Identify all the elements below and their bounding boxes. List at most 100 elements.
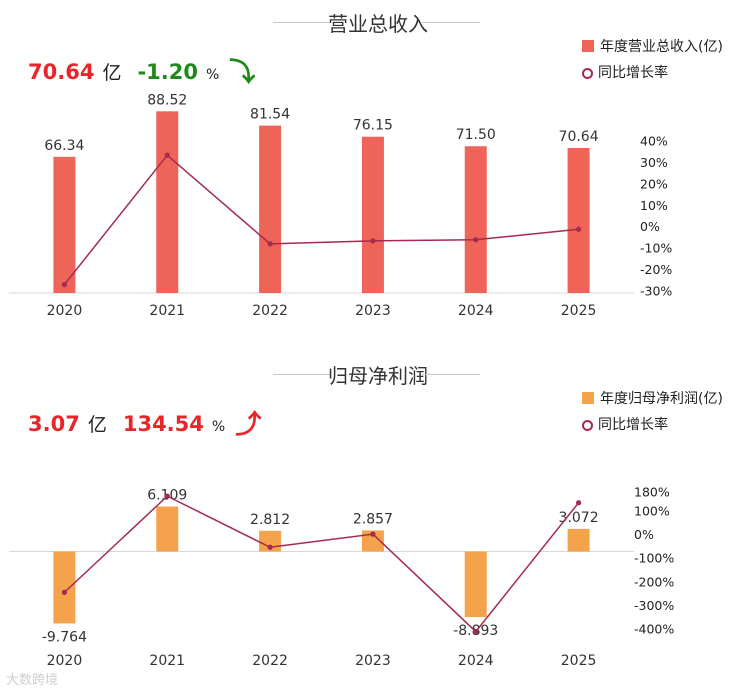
data-label-2023: 76.15 xyxy=(353,118,393,134)
right-tick-6: -20% xyxy=(640,262,672,277)
net-profit-change: 134.54 xyxy=(122,412,204,436)
revenue-summary: 70.64 亿 -1.20% ⤵ xyxy=(28,50,255,88)
bar-swatch-icon xyxy=(582,40,594,52)
growth-point-2021 xyxy=(164,493,170,499)
right-tick-6: -400% xyxy=(634,622,674,637)
right-tick-0: 180% xyxy=(634,485,670,500)
right-tick-1: 30% xyxy=(640,155,668,170)
bar-2025 xyxy=(567,528,590,552)
revenue-legend: 年度营业总收入(亿) 同比增长率 xyxy=(582,36,723,88)
bar-2025 xyxy=(567,148,590,293)
net-profit-summary: 3.07 亿 134.54% ⤴ xyxy=(28,402,261,440)
title-rule-left xyxy=(273,22,331,23)
x-tick-2021: 2021 xyxy=(149,653,185,669)
growth-point-2022 xyxy=(267,544,273,550)
growth-point-2023 xyxy=(370,238,376,244)
growth-point-2024 xyxy=(473,237,479,243)
data-label-2022: 2.812 xyxy=(250,512,290,528)
net-profit-value: 3.07 xyxy=(28,412,80,436)
right-tick-2: 20% xyxy=(640,176,668,191)
right-tick-7: -30% xyxy=(640,284,672,299)
title-rule-right xyxy=(422,374,480,375)
growth-point-2024 xyxy=(473,628,479,635)
x-tick-2021: 2021 xyxy=(149,303,185,319)
right-tick-4: -200% xyxy=(634,574,674,589)
legend-item-net-profit-bar: 年度归母净利润(亿) xyxy=(582,388,723,414)
net-profit-panel: 归母净利润 3.07 亿 134.54% ⤴ 年度归母净利润(亿) 同比增长率 -9.… xyxy=(0,352,756,692)
legend-label: 同比增长率 xyxy=(598,65,668,81)
revenue-change-unit: % xyxy=(205,67,220,83)
right-tick-4: 0% xyxy=(640,219,660,234)
bar-2020 xyxy=(53,551,76,624)
arrow-up-icon: ⤴ xyxy=(235,410,262,440)
growth-point-2021 xyxy=(164,152,170,158)
title-rule-left xyxy=(273,374,331,375)
legend-item-revenue-growth: 同比增长率 xyxy=(582,62,723,88)
title-rule-right xyxy=(422,22,480,23)
data-label-2020: 66.34 xyxy=(44,138,84,154)
bar-2023 xyxy=(361,530,384,552)
growth-line xyxy=(63,495,580,633)
data-label-2023: 2.857 xyxy=(353,511,393,527)
watermark: 大数跨境 xyxy=(6,673,59,688)
data-label-2022: 81.54 xyxy=(250,107,290,123)
bar-2021 xyxy=(156,111,179,293)
bar-2023 xyxy=(361,136,384,293)
legend-label: 年度营业总收入(亿) xyxy=(600,39,723,55)
right-tick-3: 10% xyxy=(640,198,668,213)
bar-2020 xyxy=(53,156,76,293)
x-tick-2023: 2023 xyxy=(355,303,391,319)
revenue-unit: 亿 xyxy=(102,62,122,84)
legend-item-net-profit-growth: 同比增长率 xyxy=(582,414,723,440)
arrow-down-icon: ⤵ xyxy=(229,58,256,88)
net-profit-legend: 年度归母净利润(亿) 同比增长率 xyxy=(582,388,723,440)
data-label-2020: -9.764 xyxy=(42,629,87,645)
x-tick-2025: 2025 xyxy=(561,303,597,319)
data-label-2025: 3.072 xyxy=(559,510,599,526)
revenue-value: 70.64 xyxy=(28,60,95,84)
net-profit-unit: 亿 xyxy=(87,414,107,436)
x-tick-2023: 2023 xyxy=(355,653,391,669)
right-tick-2: 0% xyxy=(634,527,654,542)
circle-marker-icon xyxy=(582,420,593,431)
x-tick-2022: 2022 xyxy=(252,303,288,319)
bar-2021 xyxy=(156,506,179,552)
legend-label: 年度归母净利润(亿) xyxy=(600,391,723,407)
circle-marker-icon xyxy=(582,68,593,79)
x-tick-2020: 2020 xyxy=(47,303,83,319)
x-tick-2024: 2024 xyxy=(458,653,494,669)
growth-point-2025 xyxy=(575,500,582,506)
bar-2022 xyxy=(259,125,282,293)
right-tick-3: -100% xyxy=(634,551,674,566)
data-label-2024: 71.50 xyxy=(456,127,496,143)
data-label-2025: 70.64 xyxy=(559,129,599,145)
right-tick-0: 40% xyxy=(640,134,668,149)
revenue-panel: 营业总收入 70.64 亿 -1.20% ⤵ 年度营业总收入(亿) 同比增长率 66.… xyxy=(0,0,756,340)
bar-2024 xyxy=(464,146,487,293)
growth-point-2020 xyxy=(61,589,68,595)
legend-label: 同比增长率 xyxy=(598,417,668,433)
x-tick-2024: 2024 xyxy=(458,303,494,319)
net-profit-chart-title: 归母净利润 xyxy=(328,364,428,388)
growth-point-2022 xyxy=(267,241,273,247)
right-tick-5: -300% xyxy=(634,598,674,613)
revenue-title-bar: 营业总收入 xyxy=(0,8,756,36)
growth-point-2025 xyxy=(575,226,582,232)
right-tick-1: 100% xyxy=(634,503,670,518)
data-label-2021: 88.52 xyxy=(147,92,187,108)
net-profit-title-bar: 归母净利润 xyxy=(0,360,756,388)
growth-point-2023 xyxy=(370,531,376,537)
revenue-chart-title: 营业总收入 xyxy=(328,12,428,36)
net-profit-change-unit: % xyxy=(211,419,226,435)
growth-point-2020 xyxy=(61,281,68,288)
net-profit-chart-svg: -9.7646.1092.8122.857-8.8933.07220202021… xyxy=(9,485,674,669)
bar-swatch-icon xyxy=(582,392,594,404)
x-tick-2022: 2022 xyxy=(252,653,288,669)
revenue-change: -1.20 xyxy=(137,60,198,84)
bar-2024 xyxy=(464,551,487,618)
revenue-chart-svg: 66.34 88.52 81.54 76.15 71.50 70.64 2020 2021 20… xyxy=(9,92,672,319)
x-tick-2025: 2025 xyxy=(561,653,597,669)
growth-line xyxy=(63,154,579,286)
x-tick-2020: 2020 xyxy=(47,653,83,669)
right-tick-5: -10% xyxy=(640,241,672,256)
